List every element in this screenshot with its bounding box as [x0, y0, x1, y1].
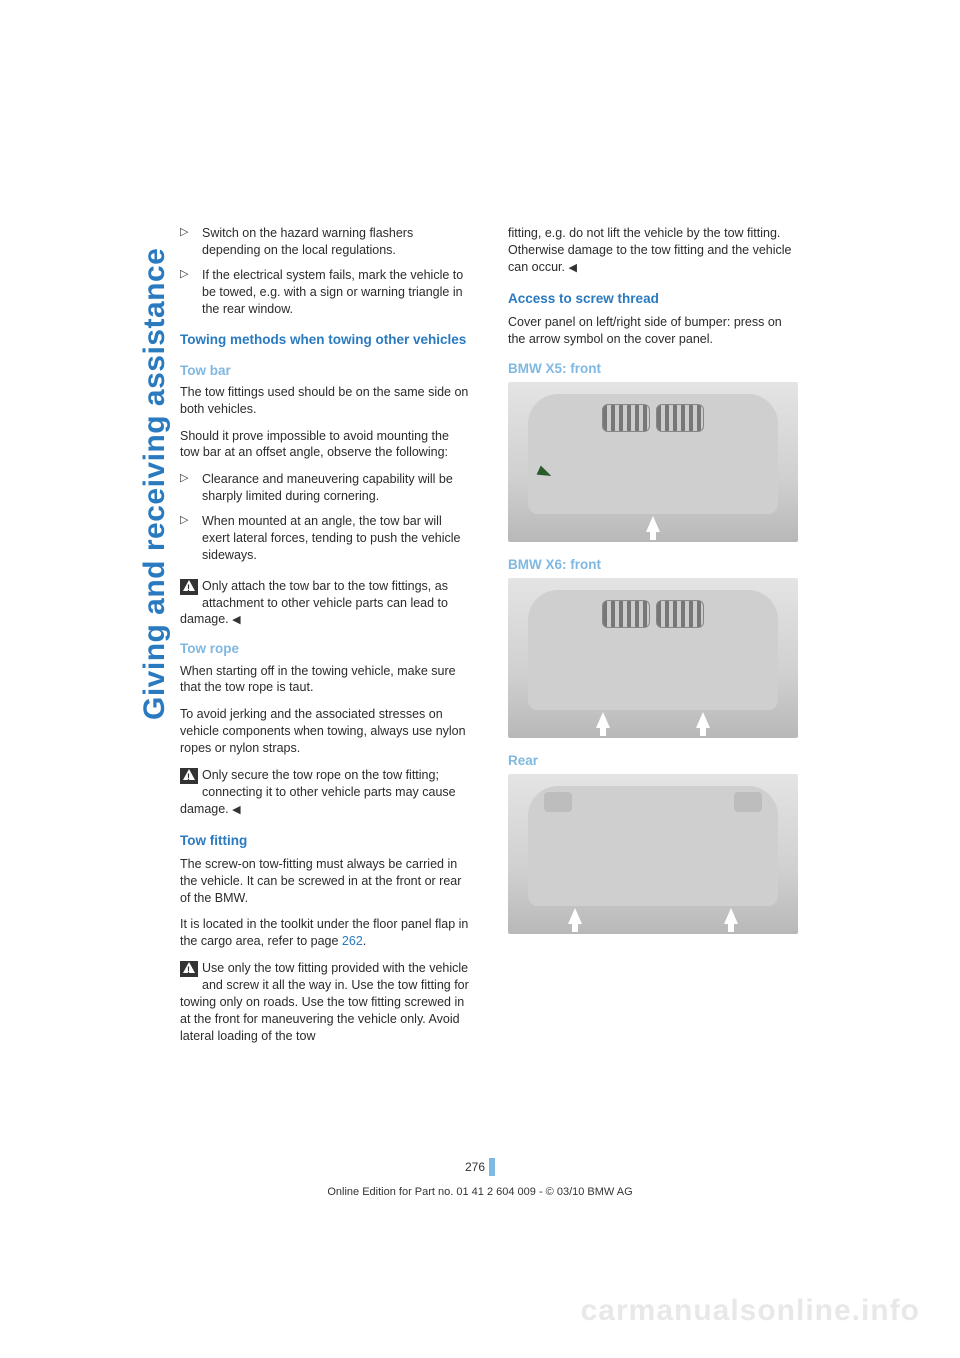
- warning-box: Only attach the tow bar to the tow fitti…: [180, 578, 470, 629]
- paragraph-text: fitting, e.g. do not lift the vehicle by…: [508, 226, 792, 274]
- figure-x6-front: [508, 578, 798, 738]
- heading-x5-front: BMW X5: front: [508, 360, 798, 378]
- list-item: When mounted at an angle, the tow bar wi…: [180, 513, 470, 564]
- warning-text: Only attach the tow bar to the tow fitti…: [180, 579, 448, 627]
- heading-tow-bar: Tow bar: [180, 362, 470, 380]
- list-item: If the electrical system fails, mark the…: [180, 267, 470, 318]
- paragraph-text: It is located in the toolkit under the f…: [180, 917, 468, 948]
- heading-x6-front: BMW X6: front: [508, 556, 798, 574]
- list-item: Switch on the hazard warning flashers de…: [180, 225, 470, 259]
- up-arrow-icon: [646, 516, 660, 532]
- paragraph-text: .: [363, 934, 366, 948]
- paragraph: The screw-on tow-fitting must always be …: [180, 856, 470, 907]
- left-column: Switch on the hazard warning flashers de…: [180, 225, 470, 1055]
- up-arrow-icon: [724, 908, 738, 924]
- taillight-icon: [544, 792, 572, 812]
- right-column: fitting, e.g. do not lift the vehicle by…: [508, 225, 798, 1055]
- heading-towing-methods: Towing methods when towing other vehicle…: [180, 331, 470, 349]
- page: Giving and receiving assistance Switch o…: [0, 0, 960, 1358]
- content-columns: Switch on the hazard warning flashers de…: [180, 225, 855, 1055]
- list-item: Clearance and maneuvering capability wil…: [180, 471, 470, 505]
- heading-tow-fitting: Tow fitting: [180, 832, 470, 850]
- warning-icon: [180, 768, 198, 784]
- paragraph: To avoid jerking and the associated stre…: [180, 706, 470, 757]
- page-number: 276: [465, 1158, 495, 1176]
- end-mark-icon: ◀: [232, 613, 240, 628]
- page-reference-link[interactable]: 262: [342, 934, 363, 948]
- warning-box: Use only the tow fitting provided with t…: [180, 960, 470, 1044]
- watermark-text: carmanualsonline.info: [581, 1294, 920, 1328]
- paragraph: Should it prove impossible to avoid moun…: [180, 428, 470, 462]
- footer-text: Online Edition for Part no. 01 41 2 604 …: [0, 1186, 960, 1198]
- bullet-list-2: Clearance and maneuvering capability wil…: [180, 471, 470, 563]
- heading-rear: Rear: [508, 752, 798, 770]
- page-number-bar-icon: [489, 1158, 495, 1176]
- side-section-title: Giving and receiving assistance: [138, 248, 172, 720]
- paragraph: When starting off in the towing vehicle,…: [180, 663, 470, 697]
- up-arrow-icon: [568, 908, 582, 924]
- end-mark-icon: ◀: [568, 261, 576, 276]
- grille-icon: [602, 600, 704, 628]
- warning-box: Only secure the tow rope on the tow fitt…: [180, 767, 470, 818]
- warning-icon: [180, 579, 198, 595]
- up-arrow-icon: [696, 712, 710, 728]
- heading-tow-rope: Tow rope: [180, 640, 470, 658]
- paragraph: The tow fittings used should be on the s…: [180, 384, 470, 418]
- warning-icon: [180, 961, 198, 977]
- taillight-icon: [734, 792, 762, 812]
- page-number-wrap: 276: [0, 1158, 960, 1176]
- paragraph: Cover panel on left/right side of bumper…: [508, 314, 798, 348]
- warning-text: Use only the tow fitting provided with t…: [180, 961, 469, 1043]
- paragraph: fitting, e.g. do not lift the vehicle by…: [508, 225, 798, 276]
- end-mark-icon: ◀: [232, 803, 240, 818]
- warning-text: Only secure the tow rope on the tow fitt…: [180, 768, 456, 816]
- figure-x5-front: [508, 382, 798, 542]
- page-number-text: 276: [465, 1160, 485, 1174]
- heading-access-screw-thread: Access to screw thread: [508, 290, 798, 308]
- figure-rear: [508, 774, 798, 934]
- grille-icon: [602, 404, 704, 432]
- bullet-list-1: Switch on the hazard warning flashers de…: [180, 225, 470, 317]
- up-arrow-icon: [596, 712, 610, 728]
- paragraph: It is located in the toolkit under the f…: [180, 916, 470, 950]
